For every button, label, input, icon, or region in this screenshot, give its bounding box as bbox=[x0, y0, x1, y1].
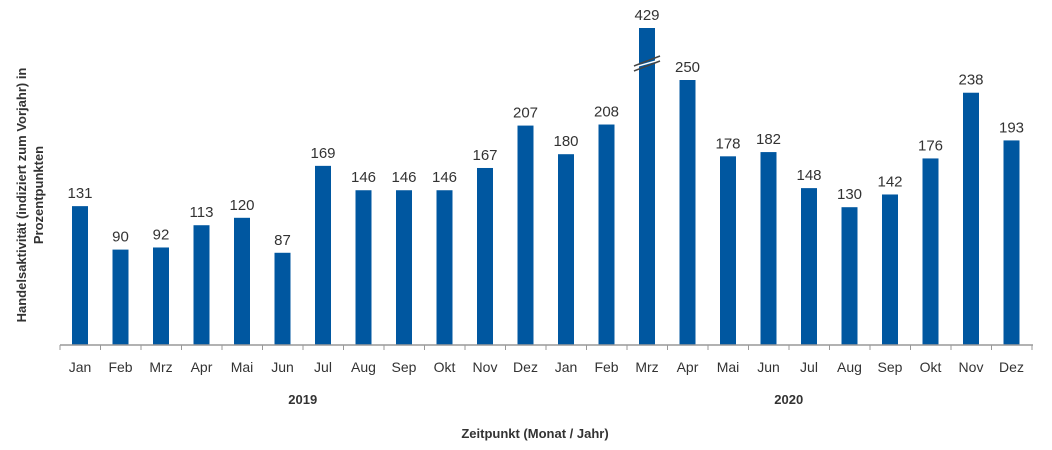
bar bbox=[1003, 140, 1020, 345]
data-label: 250 bbox=[675, 59, 700, 76]
x-tick-label: Dez bbox=[999, 359, 1024, 375]
data-label: 167 bbox=[472, 147, 497, 164]
data-label: 148 bbox=[796, 167, 821, 184]
x-tick-label: Feb bbox=[108, 359, 132, 375]
data-label: 87 bbox=[274, 232, 291, 249]
data-label: 208 bbox=[594, 104, 619, 121]
data-label: 113 bbox=[190, 204, 214, 221]
x-tick-label: Nov bbox=[959, 359, 984, 375]
bar bbox=[396, 190, 412, 345]
data-label: 146 bbox=[432, 169, 457, 186]
data-label: 429 bbox=[634, 7, 659, 24]
data-label: 207 bbox=[513, 105, 538, 122]
data-label: 238 bbox=[958, 72, 983, 89]
data-label: 176 bbox=[918, 137, 943, 154]
data-label: 90 bbox=[112, 229, 129, 246]
bar bbox=[72, 206, 88, 345]
year-label: 2019 bbox=[288, 392, 317, 407]
data-label: 131 bbox=[67, 185, 92, 202]
bar bbox=[436, 190, 453, 345]
bar bbox=[922, 158, 939, 345]
x-axis-label: Zeitpunkt (Monat / Jahr) bbox=[461, 426, 608, 441]
bar bbox=[153, 247, 169, 345]
data-label: 180 bbox=[553, 133, 578, 150]
bar bbox=[963, 92, 979, 345]
x-tick-label: Aug bbox=[837, 359, 862, 375]
bar bbox=[598, 124, 615, 346]
bar bbox=[517, 125, 534, 345]
bar bbox=[315, 165, 331, 345]
axis-break-icon bbox=[633, 55, 661, 72]
data-label: 178 bbox=[715, 135, 740, 152]
x-tick-label: Dez bbox=[513, 359, 538, 375]
data-label: 169 bbox=[310, 145, 335, 162]
bar bbox=[477, 167, 493, 345]
x-tick-label: Apr bbox=[191, 359, 213, 375]
bar bbox=[801, 188, 817, 345]
x-tick-label: Aug bbox=[351, 359, 376, 375]
x-tick-label: Mrz bbox=[635, 359, 658, 375]
x-tick-label: Jul bbox=[800, 359, 818, 375]
x-tick-label: Okt bbox=[920, 359, 942, 375]
year-label: 2020 bbox=[774, 392, 803, 407]
bar bbox=[234, 217, 250, 345]
x-tick-label: Jun bbox=[757, 359, 780, 375]
data-label: 120 bbox=[229, 197, 254, 214]
bar bbox=[112, 249, 129, 345]
x-tick-label: Apr bbox=[677, 359, 699, 375]
bar bbox=[760, 152, 777, 345]
data-label: 193 bbox=[999, 119, 1024, 136]
bar bbox=[558, 154, 574, 345]
bar bbox=[720, 156, 736, 345]
data-label: 142 bbox=[877, 173, 902, 190]
bar bbox=[274, 252, 291, 345]
data-label: 182 bbox=[756, 131, 781, 148]
bar bbox=[639, 28, 655, 345]
x-tick-label: Sep bbox=[392, 359, 417, 375]
x-tick-label: Feb bbox=[594, 359, 618, 375]
data-label: 146 bbox=[351, 169, 376, 186]
x-tick-label: Mai bbox=[717, 359, 740, 375]
x-tick-label: Jul bbox=[314, 359, 332, 375]
data-label: 146 bbox=[391, 169, 416, 186]
x-tick-label: Mai bbox=[231, 359, 254, 375]
x-tick-label: Nov bbox=[473, 359, 498, 375]
bar bbox=[193, 225, 210, 345]
bar bbox=[355, 190, 372, 345]
data-label: 92 bbox=[153, 226, 170, 243]
y-axis-label-line-2: Prozentpunkten bbox=[31, 146, 46, 244]
x-tick-label: Jan bbox=[69, 359, 92, 375]
bar bbox=[882, 194, 898, 345]
x-tick-label: Sep bbox=[878, 359, 903, 375]
y-axis-label: Handelsaktivität (indiziert zum Vorjahr)… bbox=[14, 68, 46, 323]
bar bbox=[679, 80, 696, 345]
bar bbox=[841, 207, 858, 345]
x-tick-label: Mrz bbox=[149, 359, 172, 375]
x-tick-label: Okt bbox=[434, 359, 456, 375]
x-tick-label: Jan bbox=[555, 359, 578, 375]
x-tick-label: Jun bbox=[271, 359, 294, 375]
y-axis-label-line-1: Handelsaktivität (indiziert zum Vorjahr)… bbox=[14, 68, 29, 323]
data-label: 130 bbox=[837, 186, 862, 203]
